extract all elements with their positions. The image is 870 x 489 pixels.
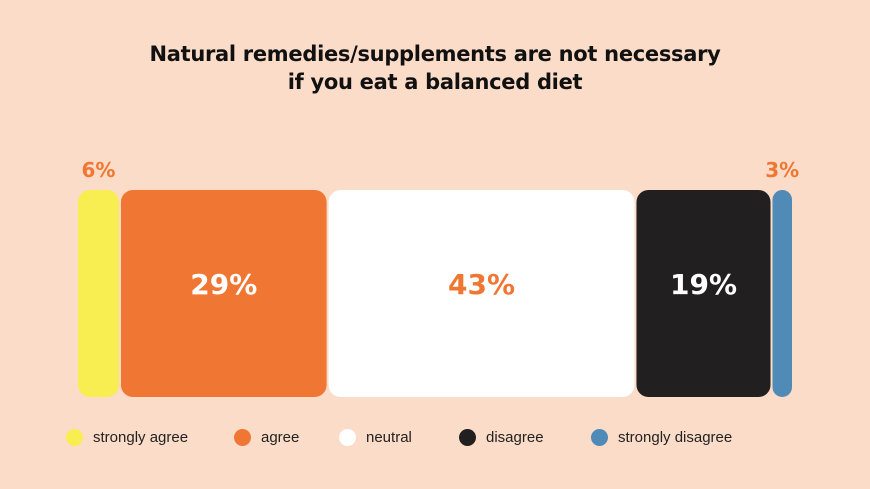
- legend-swatch: [339, 428, 356, 446]
- bar-strongly-disagree: [772, 190, 792, 397]
- data-label: 3%: [765, 158, 799, 182]
- legend-item: strongly disagree: [591, 426, 732, 448]
- bar-neutral: [328, 190, 635, 397]
- legend-label: strongly disagree: [618, 428, 733, 446]
- legend-swatch: [66, 428, 83, 446]
- legend-label: agree: [261, 428, 300, 446]
- legend-item: neutral: [339, 426, 412, 448]
- data-label: 29%: [190, 268, 257, 301]
- legend-label: neutral: [366, 428, 412, 446]
- data-label: 6%: [81, 158, 115, 182]
- chart-title: Natural remedies/supplements are not nec…: [0, 40, 870, 96]
- legend-swatch: [234, 428, 251, 446]
- bar-strongly-agree: [78, 190, 119, 397]
- chart-title-line: if you eat a balanced diet: [287, 70, 583, 94]
- legend-label: strongly agree: [93, 428, 189, 446]
- data-label: 43%: [448, 268, 515, 301]
- chart-title-line: Natural remedies/supplements are not nec…: [149, 42, 721, 66]
- data-label: 19%: [670, 268, 737, 301]
- legend-item: strongly agree: [66, 426, 188, 448]
- legend-item: agree: [234, 426, 299, 448]
- legend-label: disagree: [486, 428, 544, 446]
- bar-agree: [120, 190, 327, 397]
- legend-item: disagree: [459, 426, 544, 448]
- bar-disagree: [636, 190, 771, 397]
- legend-swatch: [591, 428, 608, 446]
- legend-swatch: [459, 428, 476, 446]
